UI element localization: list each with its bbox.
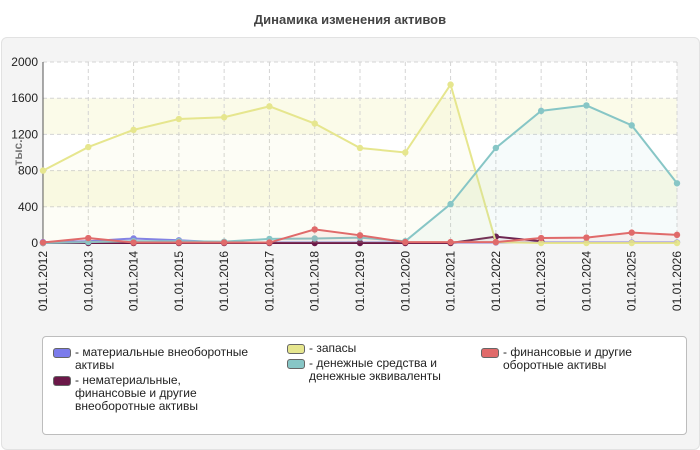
x-tick-label: 01.01.2026 [670,251,684,311]
data-point [447,238,454,246]
data-point [220,114,228,121]
data-point [311,120,318,127]
data-point [39,167,47,174]
data-point [130,239,137,246]
legend-swatch [53,376,71,386]
data-point [356,239,364,247]
data-point [130,126,137,134]
legend-item-intangible-assets: - нематериальные, финансовые и другие вн… [53,374,263,413]
data-point [537,239,545,247]
x-tick-label: 01.01.2019 [353,251,367,311]
x-tick-label: 01.01.2021 [444,251,458,311]
y-tick-label: 0 [31,236,38,250]
chart-legend: - материальные внеоборотные активы - нем… [42,336,687,435]
data-point [85,234,92,242]
legend-label: - запасы [309,341,357,355]
legend-label: - финансовые и другие оборотные активы [503,345,632,372]
data-point [673,231,681,239]
data-point [583,102,590,109]
chart-title: Динамика изменения активов [253,12,447,27]
data-point [628,239,635,247]
x-tick-label: 01.01.2023 [534,251,548,311]
data-point [311,239,318,247]
x-tick-label: 01.01.2025 [625,251,639,311]
x-tick-label: 01.01.2014 [127,251,141,311]
series-area [43,84,677,243]
legend-item-cash: - денежные средства и денежные эквивален… [287,357,487,383]
data-point [402,238,409,246]
x-tick-label: 01.01.2012 [36,251,50,311]
x-tick-label: 01.01.2016 [217,251,231,311]
data-point [492,144,500,152]
data-point [175,239,183,246]
data-point [220,239,228,246]
legend-item-other-current-assets: - финансовые и другие оборотные активы [481,346,681,372]
data-point [356,232,364,239]
data-point [492,238,500,246]
legend-label: - материальные внеоборотные активы [75,345,248,372]
data-point [266,103,273,110]
data-point [537,234,545,242]
data-point [447,200,454,208]
x-tick-label: 01.01.2017 [262,251,276,311]
data-point [447,81,454,88]
legend-swatch [287,359,305,369]
data-point [628,229,635,236]
data-point [356,144,364,152]
legend-swatch [53,348,71,358]
legend-swatch [481,348,499,358]
data-point [402,149,409,156]
y-tick-label: 400 [18,200,38,214]
y-tick-label: 800 [18,164,38,178]
y-tick-label: 2000 [11,55,38,69]
data-point [673,239,681,247]
y-tick-label: 1600 [11,91,38,105]
legend-label: - денежные средства и денежные эквивален… [309,356,441,383]
x-tick-label: 01.01.2022 [489,251,503,311]
series-area [43,105,677,243]
y-axis-label: тыс. [11,139,25,165]
data-point [311,226,318,233]
data-point [583,234,590,241]
data-point [266,239,273,246]
legend-item-inventory: - запасы [287,342,487,355]
x-tick-label: 01.01.2015 [172,251,186,311]
legend-label: - нематериальные, финансовые и другие вн… [75,373,198,413]
data-point [311,235,318,242]
data-point [628,122,635,129]
legend-item-tangible-assets: - материальные внеоборотные активы [53,346,263,372]
x-tick-label: 01.01.2024 [579,251,593,311]
x-tick-label: 01.01.2013 [81,251,95,311]
y-tick-label: 1200 [11,127,38,141]
x-tick-label: 01.01.2018 [308,251,322,311]
legend-swatch [287,344,305,354]
data-point [673,180,681,187]
data-point [175,115,183,123]
data-point [39,239,47,246]
data-point [537,107,545,115]
data-point [85,143,92,151]
x-tick-label: 01.01.2020 [398,251,412,311]
data-point [583,239,590,247]
